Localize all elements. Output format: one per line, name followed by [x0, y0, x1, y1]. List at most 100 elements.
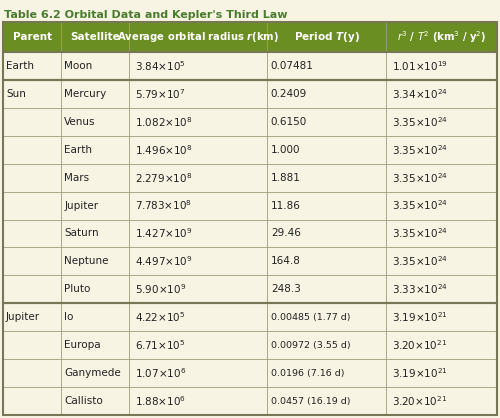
Bar [3, 108, 62, 136]
Bar [130, 303, 267, 331]
Text: 3.20$\times$10$^{21}$: 3.20$\times$10$^{21}$ [392, 394, 448, 408]
Bar [267, 247, 386, 275]
Bar [3, 387, 62, 415]
Text: Period $\bfit{T}$(y): Period $\bfit{T}$(y) [294, 30, 360, 44]
Bar [130, 22, 267, 52]
Bar [386, 136, 497, 164]
Bar [130, 191, 267, 219]
Text: 29.46: 29.46 [271, 229, 300, 239]
Text: 164.8: 164.8 [271, 256, 300, 266]
Text: Satellite: Satellite [70, 32, 120, 42]
Text: 7.783$\times$10$^{8}$: 7.783$\times$10$^{8}$ [136, 199, 192, 212]
Bar [267, 80, 386, 108]
Text: Table 6.2 Orbital Data and Kepler's Third Law: Table 6.2 Orbital Data and Kepler's Thir… [4, 10, 288, 20]
Text: 6.71$\times$10$^{5}$: 6.71$\times$10$^{5}$ [136, 338, 186, 352]
Bar [130, 52, 267, 80]
Bar [3, 275, 62, 303]
Text: 5.79$\times$10$^{7}$: 5.79$\times$10$^{7}$ [136, 87, 186, 101]
Text: 4.497$\times$10$^{9}$: 4.497$\times$10$^{9}$ [136, 255, 194, 268]
Bar [62, 303, 130, 331]
Bar [386, 52, 497, 80]
Text: $r^3$ / $T^2$ (km$^3$ / y$^2$): $r^3$ / $T^2$ (km$^3$ / y$^2$) [397, 29, 486, 45]
Bar [62, 275, 130, 303]
Bar [62, 387, 130, 415]
Bar [3, 136, 62, 164]
Text: Mercury: Mercury [64, 89, 106, 99]
Bar [62, 80, 130, 108]
Bar [3, 219, 62, 247]
Bar [267, 108, 386, 136]
Text: 3.33$\times$10$^{24}$: 3.33$\times$10$^{24}$ [392, 283, 448, 296]
Bar [130, 219, 267, 247]
Text: 1.082$\times$10$^{8}$: 1.082$\times$10$^{8}$ [136, 115, 194, 129]
Bar [3, 80, 62, 108]
Bar [130, 359, 267, 387]
Text: 0.00485 (1.77 d): 0.00485 (1.77 d) [271, 313, 350, 322]
Bar [3, 359, 62, 387]
Bar [267, 52, 386, 80]
Text: 3.35$\times$10$^{24}$: 3.35$\times$10$^{24}$ [392, 199, 448, 212]
Text: 1.427$\times$10$^{9}$: 1.427$\times$10$^{9}$ [136, 227, 194, 240]
Text: 3.19$\times$10$^{21}$: 3.19$\times$10$^{21}$ [392, 366, 448, 380]
Text: 3.35$\times$10$^{24}$: 3.35$\times$10$^{24}$ [392, 115, 448, 129]
Text: Ganymede: Ganymede [64, 368, 121, 378]
Text: Io: Io [64, 312, 74, 322]
Text: 0.2409: 0.2409 [271, 89, 307, 99]
Bar [62, 136, 130, 164]
Text: 3.35$\times$10$^{24}$: 3.35$\times$10$^{24}$ [392, 255, 448, 268]
Text: Pluto: Pluto [64, 284, 90, 294]
Text: 4.22$\times$10$^{5}$: 4.22$\times$10$^{5}$ [136, 311, 186, 324]
Text: Callisto: Callisto [64, 396, 103, 406]
Bar [267, 164, 386, 191]
Text: Parent: Parent [12, 32, 51, 42]
Bar [386, 387, 497, 415]
Bar [386, 22, 497, 52]
Bar [62, 219, 130, 247]
Text: 0.6150: 0.6150 [271, 117, 307, 127]
Bar [3, 331, 62, 359]
Bar [386, 108, 497, 136]
Bar [386, 303, 497, 331]
Text: Europa: Europa [64, 340, 101, 350]
Text: 1.01$\times$10$^{19}$: 1.01$\times$10$^{19}$ [392, 59, 448, 73]
Text: Venus: Venus [64, 117, 96, 127]
Bar [130, 164, 267, 191]
Text: 5.90$\times$10$^{9}$: 5.90$\times$10$^{9}$ [136, 283, 186, 296]
Bar [267, 191, 386, 219]
Text: Saturn: Saturn [64, 229, 99, 239]
Bar [267, 22, 386, 52]
Bar [267, 359, 386, 387]
Bar [130, 136, 267, 164]
Bar [3, 22, 62, 52]
Bar [386, 359, 497, 387]
Text: 0.0196 (7.16 d): 0.0196 (7.16 d) [271, 369, 344, 377]
Bar [3, 164, 62, 191]
Bar [267, 219, 386, 247]
Bar [62, 52, 130, 80]
Bar [62, 359, 130, 387]
Text: Earth: Earth [64, 145, 92, 155]
Text: 1.07$\times$10$^{6}$: 1.07$\times$10$^{6}$ [136, 366, 186, 380]
Bar [130, 331, 267, 359]
Bar [62, 22, 130, 52]
Text: Jupiter: Jupiter [64, 201, 98, 211]
Text: 3.19$\times$10$^{21}$: 3.19$\times$10$^{21}$ [392, 311, 448, 324]
Text: Sun: Sun [6, 89, 26, 99]
Bar [386, 219, 497, 247]
Text: Moon: Moon [64, 61, 92, 71]
Bar [267, 275, 386, 303]
Text: 1.000: 1.000 [271, 145, 300, 155]
Bar [3, 52, 62, 80]
Bar [62, 108, 130, 136]
Bar [3, 247, 62, 275]
Bar [62, 331, 130, 359]
Bar [386, 164, 497, 191]
Bar [3, 191, 62, 219]
Bar [130, 387, 267, 415]
Text: Average orbital radius $\bfit{r}$(km): Average orbital radius $\bfit{r}$(km) [117, 30, 279, 44]
Text: 0.07481: 0.07481 [271, 61, 314, 71]
Bar [267, 387, 386, 415]
Text: 0.00972 (3.55 d): 0.00972 (3.55 d) [271, 341, 350, 350]
Text: 3.35$\times$10$^{24}$: 3.35$\times$10$^{24}$ [392, 143, 448, 157]
Text: 1.881: 1.881 [271, 173, 300, 183]
